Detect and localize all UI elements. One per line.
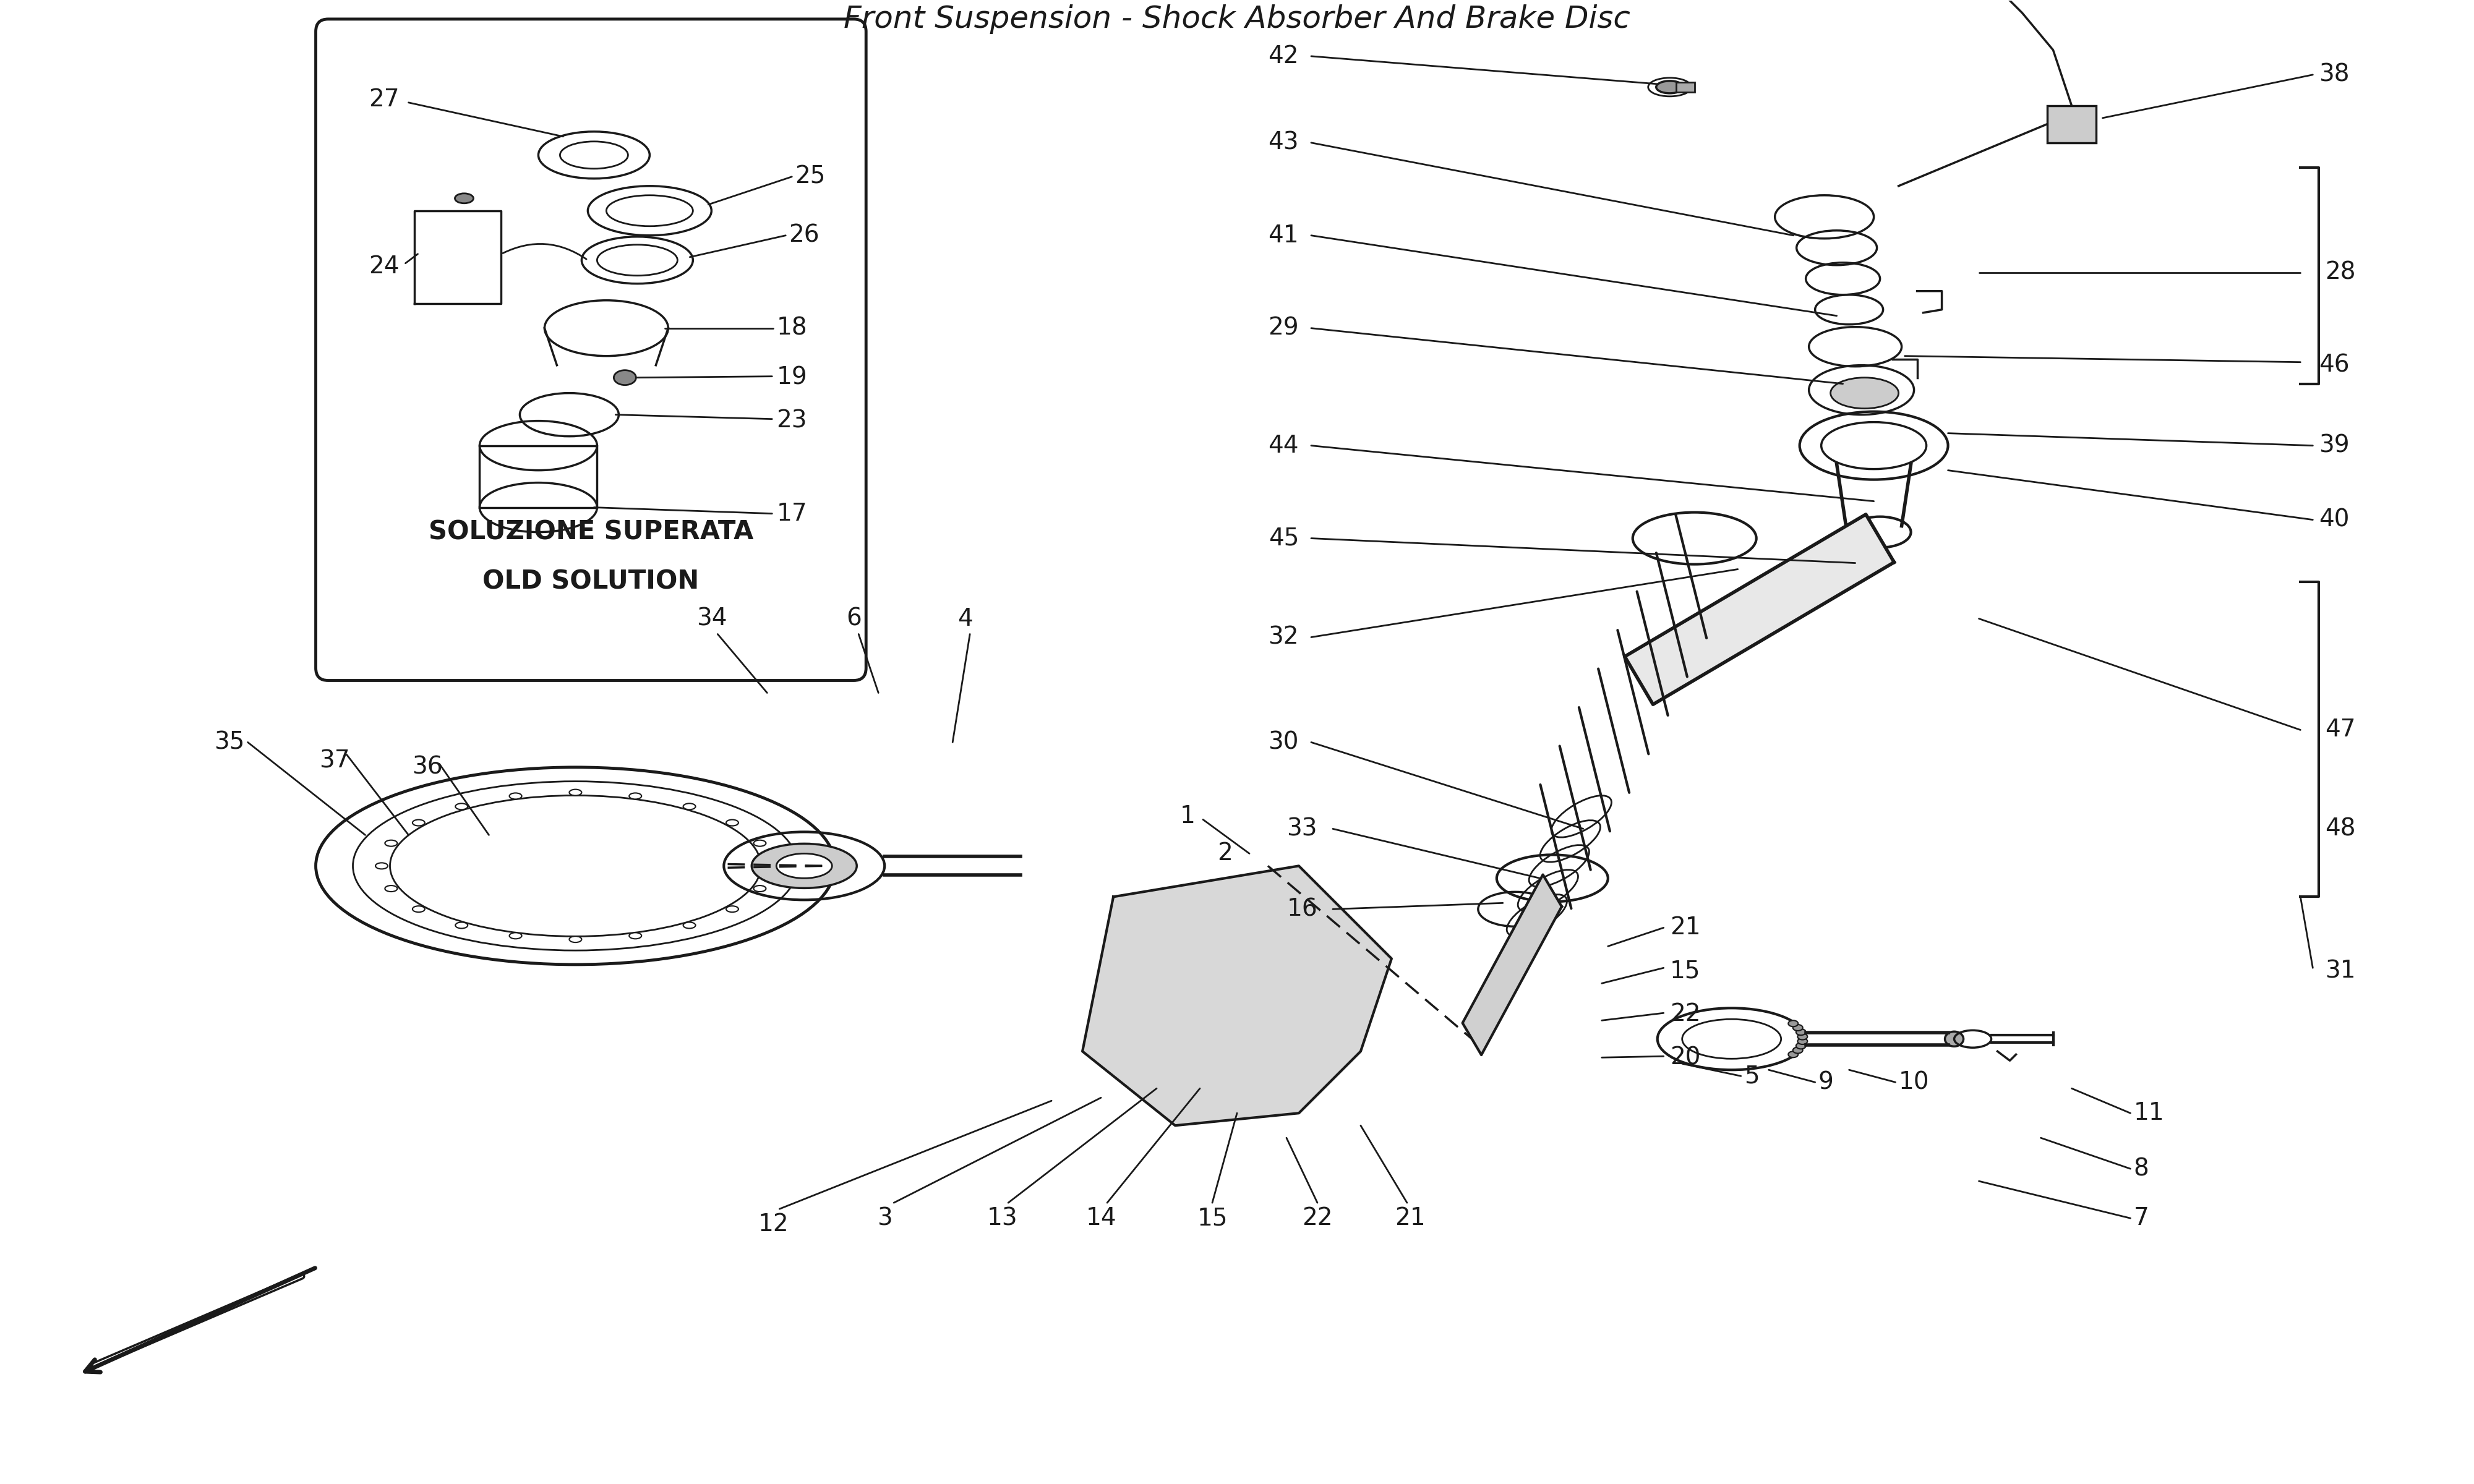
Ellipse shape [386, 886, 398, 892]
Polygon shape [1462, 874, 1561, 1055]
Ellipse shape [1799, 1033, 1808, 1040]
Text: 20: 20 [1670, 1046, 1700, 1070]
Text: 14: 14 [1086, 1206, 1116, 1230]
Text: 44: 44 [1269, 433, 1299, 457]
Text: 12: 12 [757, 1212, 789, 1236]
Text: 47: 47 [2326, 718, 2355, 742]
Text: 38: 38 [2318, 62, 2350, 86]
Text: 15: 15 [1197, 1206, 1227, 1230]
Text: 17: 17 [777, 502, 807, 525]
Text: 26: 26 [789, 224, 819, 248]
Ellipse shape [413, 819, 426, 825]
Text: 18: 18 [777, 316, 807, 340]
Ellipse shape [762, 862, 774, 870]
Ellipse shape [1799, 1039, 1808, 1045]
Ellipse shape [777, 853, 831, 879]
Ellipse shape [1796, 1043, 1806, 1049]
Text: 36: 36 [411, 755, 443, 779]
Bar [2046, 105, 2095, 142]
Text: 46: 46 [2318, 353, 2350, 377]
Ellipse shape [455, 193, 473, 203]
Ellipse shape [455, 922, 468, 929]
Ellipse shape [1789, 1021, 1799, 1027]
Ellipse shape [628, 792, 641, 800]
Text: 40: 40 [2318, 508, 2350, 531]
Ellipse shape [1789, 1051, 1799, 1058]
Text: 25: 25 [794, 165, 826, 188]
Text: 16: 16 [1286, 898, 1316, 922]
Text: 37: 37 [319, 749, 349, 773]
Ellipse shape [1794, 1024, 1804, 1031]
Text: 31: 31 [2326, 959, 2355, 982]
Ellipse shape [413, 905, 426, 913]
Text: 15: 15 [1670, 959, 1700, 982]
Ellipse shape [614, 370, 636, 384]
Ellipse shape [1655, 82, 1682, 93]
Text: 1: 1 [1180, 804, 1195, 828]
Text: 33: 33 [1286, 818, 1316, 840]
Text: 10: 10 [1898, 1070, 1930, 1094]
Ellipse shape [683, 803, 695, 810]
Ellipse shape [510, 792, 522, 800]
Text: OLD SOLUTION: OLD SOLUTION [482, 568, 700, 595]
Text: 24: 24 [369, 255, 398, 278]
Text: 28: 28 [2326, 261, 2355, 285]
Text: 21: 21 [1670, 916, 1700, 939]
Ellipse shape [628, 932, 641, 939]
Polygon shape [1084, 865, 1390, 1125]
Text: 5: 5 [1744, 1064, 1759, 1088]
Ellipse shape [376, 862, 388, 870]
Text: 48: 48 [2326, 818, 2355, 840]
Ellipse shape [755, 886, 767, 892]
Text: 11: 11 [2133, 1101, 2165, 1125]
Ellipse shape [752, 843, 856, 887]
Ellipse shape [386, 840, 398, 846]
Text: 3: 3 [876, 1206, 893, 1230]
Text: 41: 41 [1269, 224, 1299, 248]
Text: 23: 23 [777, 410, 807, 433]
Text: SOLUZIONE SUPERATA: SOLUZIONE SUPERATA [428, 519, 755, 545]
Ellipse shape [683, 922, 695, 929]
Text: 9: 9 [1818, 1070, 1833, 1094]
Ellipse shape [755, 840, 767, 846]
Text: 8: 8 [2133, 1158, 2150, 1180]
Text: 6: 6 [846, 607, 861, 631]
Text: 39: 39 [2318, 433, 2350, 457]
Text: 30: 30 [1269, 730, 1299, 754]
Text: 19: 19 [777, 367, 807, 389]
Text: 2: 2 [1217, 841, 1232, 865]
Text: 27: 27 [369, 88, 398, 111]
Text: 42: 42 [1269, 45, 1299, 68]
Ellipse shape [569, 936, 581, 942]
Bar [480, 445, 596, 508]
Ellipse shape [1794, 1048, 1804, 1054]
Text: 34: 34 [695, 607, 727, 631]
Ellipse shape [1945, 1031, 1964, 1046]
Text: 29: 29 [1269, 316, 1299, 340]
Polygon shape [1625, 515, 1895, 705]
Text: 22: 22 [1301, 1206, 1333, 1230]
Ellipse shape [1831, 377, 1898, 408]
Text: 4: 4 [957, 607, 972, 631]
Ellipse shape [1232, 974, 1304, 1018]
Text: 35: 35 [213, 730, 245, 754]
Text: 22: 22 [1670, 1003, 1700, 1025]
Ellipse shape [455, 803, 468, 810]
Text: 21: 21 [1395, 1206, 1425, 1230]
Text: 13: 13 [987, 1206, 1017, 1230]
Text: 32: 32 [1269, 625, 1299, 649]
Ellipse shape [725, 905, 737, 913]
Ellipse shape [510, 932, 522, 939]
Text: 43: 43 [1269, 131, 1299, 154]
Text: 45: 45 [1269, 527, 1299, 551]
Ellipse shape [725, 819, 737, 825]
Ellipse shape [569, 789, 581, 795]
Text: 7: 7 [2133, 1206, 2150, 1230]
Ellipse shape [1796, 1028, 1806, 1036]
Text: Front Suspension - Shock Absorber And Brake Disc: Front Suspension - Shock Absorber And Br… [844, 4, 1630, 34]
FancyBboxPatch shape [317, 19, 866, 681]
Bar [1675, 82, 1695, 92]
